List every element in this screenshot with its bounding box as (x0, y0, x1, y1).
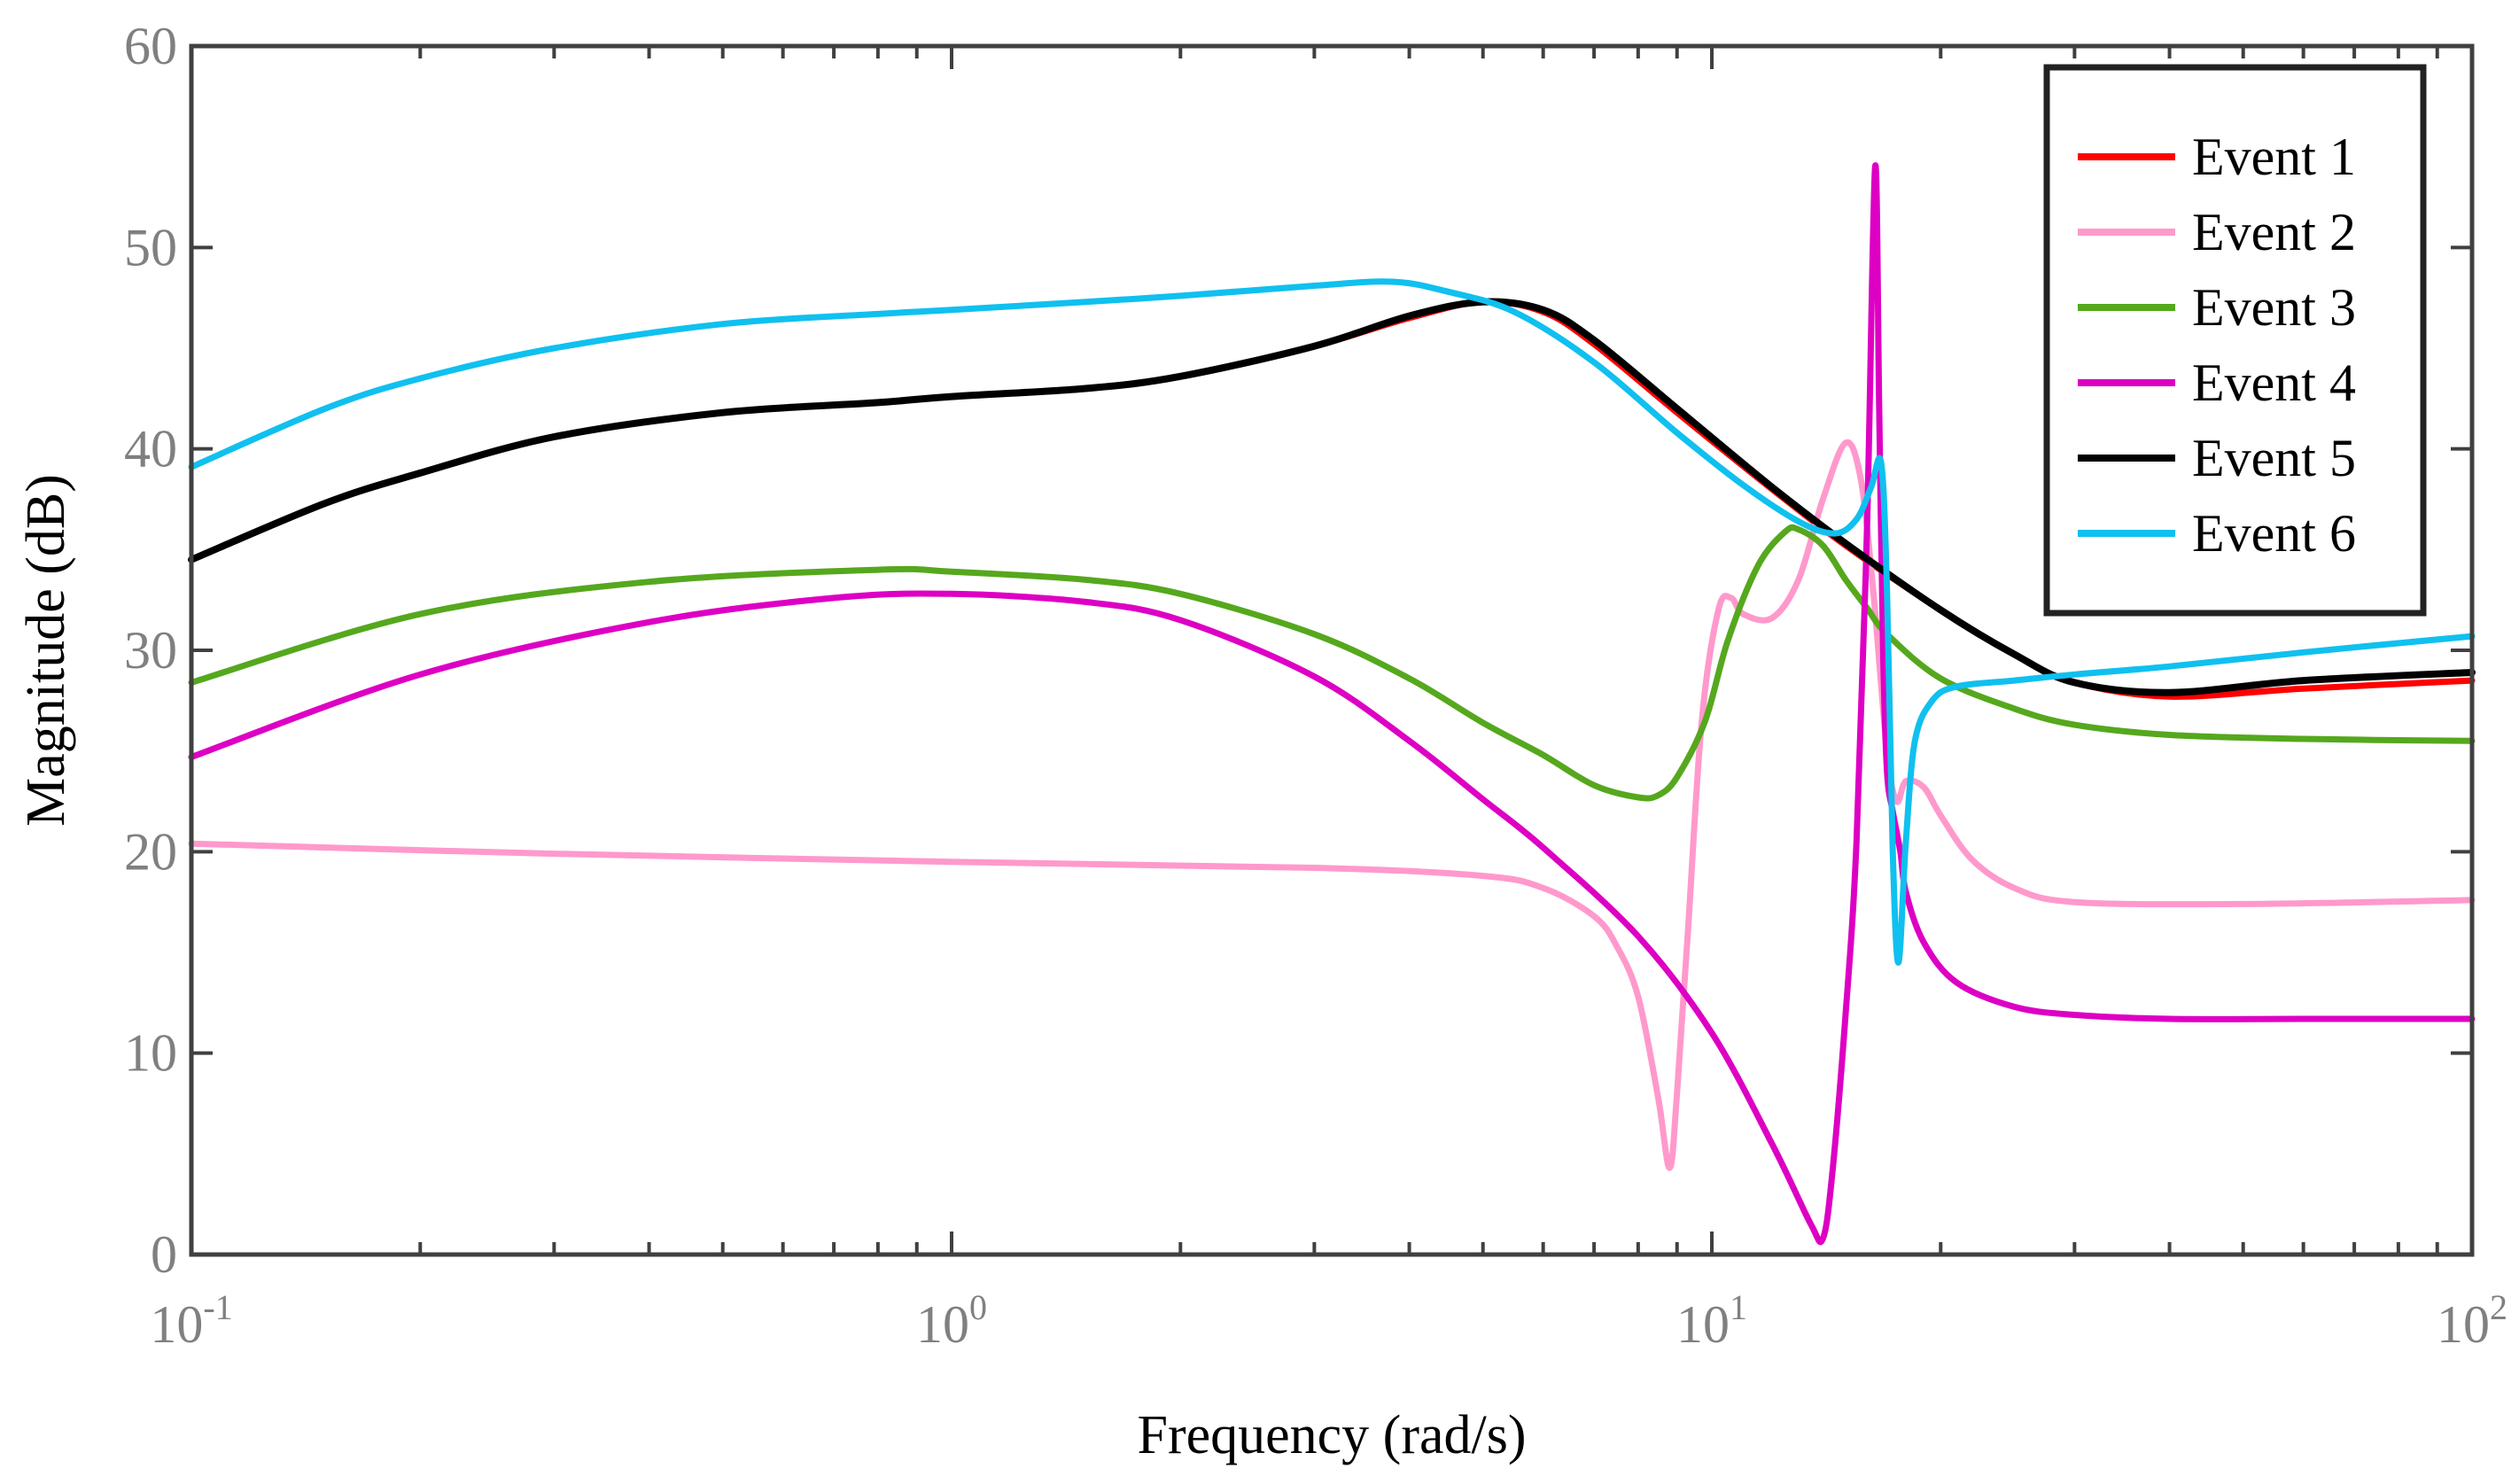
y-tick-label: 40 (124, 420, 177, 478)
legend-label-event-3: Event 3 (2192, 278, 2356, 337)
series-line-event-4 (188, 162, 2476, 1246)
series-line-event-3 (188, 524, 2476, 802)
x-tick-base: 10 (916, 1295, 969, 1354)
x-tick-label: 100 (916, 1287, 987, 1354)
legend-label-event-1: Event 1 (2192, 128, 2356, 186)
legend: Event 1 Event 2 Event 3 Event 4 Event 5 Event… (2043, 64, 2427, 617)
axes-box (189, 43, 2475, 1257)
legend-label-event-6: Event 6 (2192, 504, 2356, 563)
x-tick-base: 10 (2437, 1295, 2490, 1354)
y-axis-title: Magnitude (dB) (16, 474, 76, 827)
x-axis-title: Frequency (rad/s) (1138, 1405, 1527, 1465)
x-tick-exponent: -1 (203, 1287, 232, 1327)
series-line-event-2 (188, 439, 2476, 1171)
x-tick-exponent: 2 (2490, 1287, 2507, 1327)
x-tick-label: 102 (2437, 1287, 2507, 1354)
x-tick-label: 10-1 (150, 1287, 232, 1354)
x-tick-base: 10 (1676, 1295, 1730, 1354)
series-layer (188, 162, 2476, 1246)
y-tick-label: 0 (151, 1225, 177, 1284)
y-tick-label: 60 (124, 17, 177, 75)
y-tick-label: 20 (124, 822, 177, 881)
y-tick-label: 50 (124, 218, 177, 276)
legend-label-event-2: Event 2 (2192, 203, 2356, 261)
series-line-event-5 (188, 298, 2476, 696)
x-tick-exponent: 0 (969, 1287, 987, 1327)
y-tick-label: 10 (124, 1024, 177, 1083)
x-tick-label: 101 (1676, 1287, 1747, 1354)
legend-label-event-4: Event 4 (2192, 354, 2356, 412)
x-tick-exponent: 1 (1730, 1287, 1747, 1327)
legend-label-event-5: Event 5 (2192, 429, 2356, 487)
y-tick-label: 30 (124, 621, 177, 680)
x-tick-base: 10 (150, 1295, 203, 1354)
series-line-event-6 (188, 278, 2476, 966)
